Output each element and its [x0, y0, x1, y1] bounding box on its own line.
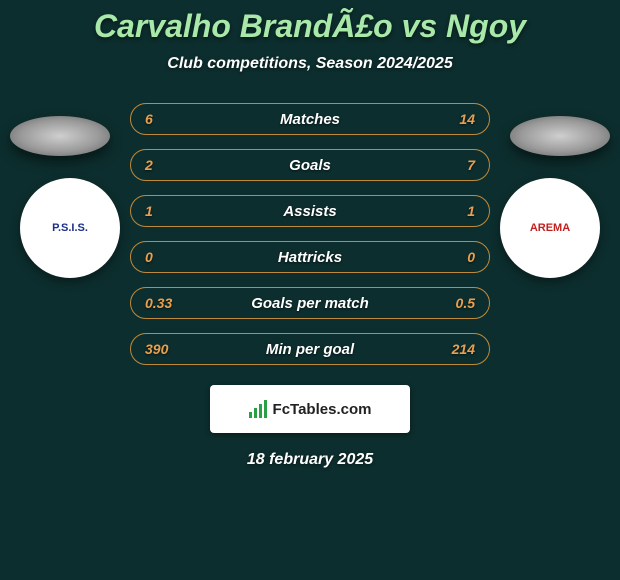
stat-label: Assists [185, 203, 435, 220]
stat-label: Min per goal [185, 341, 435, 358]
attribution-text: FcTables.com [273, 401, 372, 418]
stat-left-value: 390 [145, 341, 185, 357]
club-badge-left-label: P.S.I.S. [52, 222, 88, 234]
stat-row: 0 Hattricks 0 [130, 241, 490, 273]
club-badge-right: AREMA [500, 178, 600, 278]
stat-right-value: 0.5 [435, 295, 475, 311]
stat-label: Goals [185, 157, 435, 174]
stat-label: Goals per match [185, 295, 435, 312]
stat-left-value: 0.33 [145, 295, 185, 311]
stat-row: 6 Matches 14 [130, 103, 490, 135]
stat-left-value: 2 [145, 157, 185, 173]
player-slot-left [10, 116, 110, 166]
stat-right-value: 1 [435, 203, 475, 219]
stat-right-value: 7 [435, 157, 475, 173]
stat-left-value: 0 [145, 249, 185, 265]
player-placeholder-right [510, 116, 610, 156]
subtitle: Club competitions, Season 2024/2025 [0, 55, 620, 73]
attribution-badge: FcTables.com [210, 385, 410, 433]
player-placeholder-left [10, 116, 110, 156]
stat-right-value: 0 [435, 249, 475, 265]
club-badge-right-label: AREMA [530, 222, 570, 234]
player-slot-right [510, 116, 610, 166]
attribution-bars-icon [249, 400, 267, 418]
stat-row: 1 Assists 1 [130, 195, 490, 227]
stat-right-value: 14 [435, 111, 475, 127]
stats-table: 6 Matches 14 2 Goals 7 1 Assists 1 0 Hat… [130, 103, 490, 365]
date-label: 18 february 2025 [0, 451, 620, 469]
stat-row: 390 Min per goal 214 [130, 333, 490, 365]
stat-row: 2 Goals 7 [130, 149, 490, 181]
stat-label: Hattricks [185, 249, 435, 266]
stat-left-value: 1 [145, 203, 185, 219]
page-title: Carvalho BrandÃ£o vs Ngoy [0, 0, 620, 45]
stat-left-value: 6 [145, 111, 185, 127]
stat-row: 0.33 Goals per match 0.5 [130, 287, 490, 319]
stat-right-value: 214 [435, 341, 475, 357]
club-badge-left: P.S.I.S. [20, 178, 120, 278]
stat-label: Matches [185, 111, 435, 128]
